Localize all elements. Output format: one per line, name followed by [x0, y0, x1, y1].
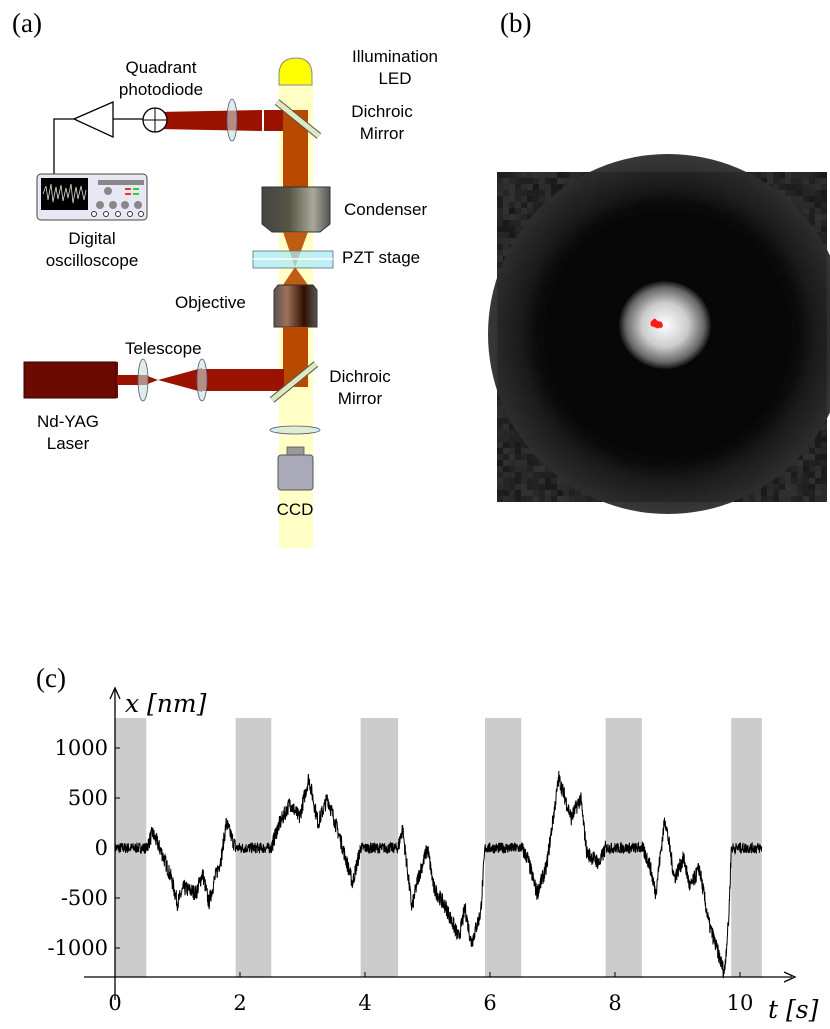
objective-icon [273, 284, 318, 328]
ccd-image [488, 154, 830, 514]
position-time-chart: 0 2 4 6 8 10 1000 500 0 -500 -1000 x [nm] t [s] [47, 686, 819, 1024]
laser-icon [23, 361, 117, 399]
x-tick-label: 4 [358, 991, 371, 1015]
label-telescope: Telescope [125, 339, 202, 358]
x-tick-label: 0 [108, 991, 121, 1015]
y-tick-label: 1000 [55, 736, 108, 760]
detection-beam [157, 110, 262, 131]
label-ccd: CCD [277, 500, 314, 519]
label-pzt-stage: PZT stage [342, 248, 420, 267]
label-illumination: Illumination [352, 47, 438, 66]
bead-trajectory [650, 318, 663, 329]
x-tick-label: 10 [727, 991, 754, 1015]
x-axis-label: t [s] [768, 995, 819, 1024]
label-mirror-top: Mirror [360, 124, 405, 143]
label-oscilloscope: oscilloscope [46, 251, 139, 270]
oscilloscope-icon [36, 173, 148, 221]
label-digital: Digital [68, 229, 115, 248]
y-axis-label: x [nm] [125, 689, 207, 718]
x-tick-label: 6 [483, 991, 496, 1015]
lens-icon [226, 98, 238, 142]
label-nd-yag: Nd-YAG [37, 412, 99, 431]
panel-label-c: (c) [36, 663, 66, 693]
series-line [114, 770, 763, 979]
tube-lens-icon [269, 425, 321, 435]
optical-setup-diagram: Illumination LED Quadrant photodiode Dic… [23, 47, 438, 548]
x-tick-label: 8 [608, 991, 621, 1015]
label-quadrant: Quadrant [126, 58, 197, 77]
y-tick-label: -500 [61, 886, 108, 910]
telescope-lens-1 [137, 358, 149, 402]
diagram-labels: Illumination LED Quadrant photodiode Dic… [37, 47, 438, 519]
label-laser: Laser [47, 434, 90, 453]
led-icon [278, 57, 313, 86]
y-tick-label: 0 [95, 836, 108, 860]
label-objective: Objective [175, 293, 246, 312]
label-mirror-bottom: Mirror [338, 389, 383, 408]
trapped-bead [619, 281, 711, 369]
y-tick-label: -1000 [47, 936, 108, 960]
x-tick-label: 2 [233, 991, 246, 1015]
label-dichroic-bottom: Dichroic [329, 367, 391, 386]
amplifier-icon [72, 101, 114, 139]
label-dichroic-top: Dichroic [351, 102, 413, 121]
trajectory-point [654, 322, 658, 326]
telescope-lens-2 [196, 358, 208, 402]
panel-label-a: (a) [12, 8, 42, 38]
panel-label-b: (b) [500, 8, 531, 38]
label-condenser: Condenser [344, 200, 428, 219]
condenser-icon [261, 186, 331, 233]
y-tick-label: 500 [68, 786, 108, 810]
label-led: LED [378, 69, 411, 88]
label-photodiode: photodiode [119, 80, 203, 99]
